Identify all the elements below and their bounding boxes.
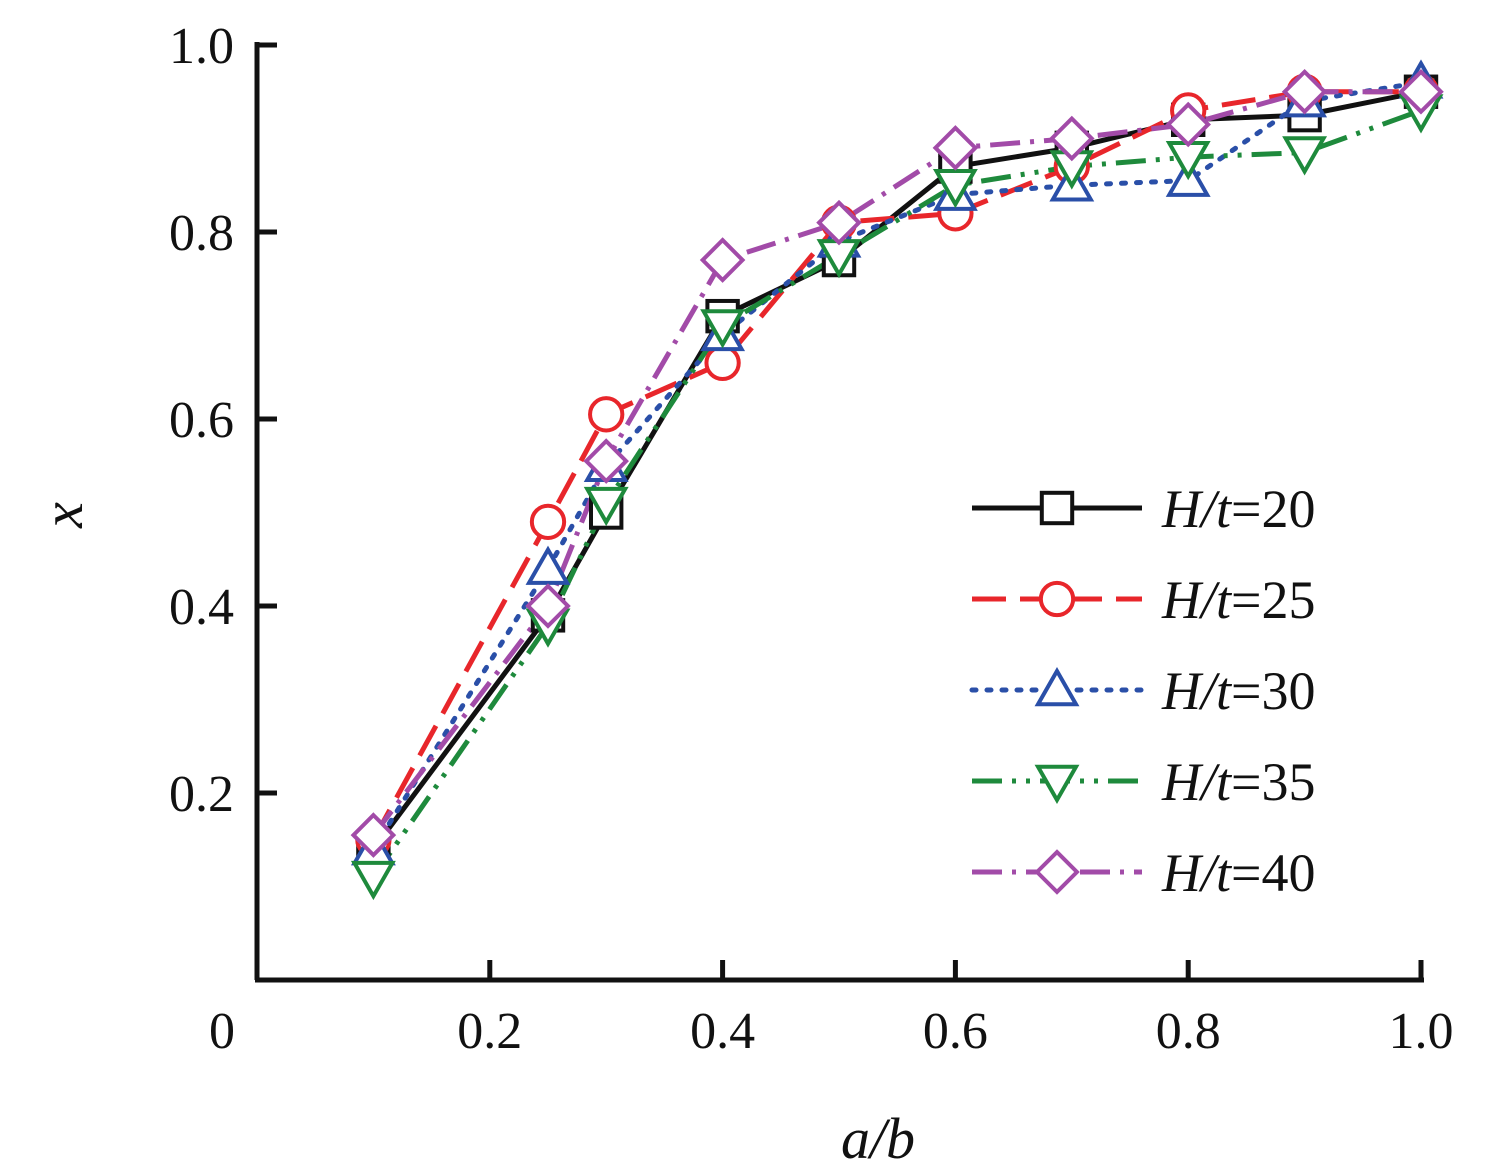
y-tick-label: 1.0	[169, 18, 234, 75]
y-tick-label: 0.6	[169, 392, 234, 449]
legend-marker	[1039, 490, 1075, 526]
series-markers-2	[355, 73, 1440, 858]
series-2	[371, 89, 1421, 841]
y-axis-title: x	[30, 502, 95, 529]
series-3	[370, 79, 1424, 852]
data-point	[525, 545, 571, 585]
data-point	[1165, 140, 1211, 181]
y-tick-label: 0.2	[169, 766, 234, 823]
x-tick-label: 0.2	[457, 1003, 522, 1060]
data-point	[932, 169, 978, 209]
series-line-1	[371, 89, 1422, 851]
x-tick-label: 1.0	[1389, 1003, 1454, 1060]
legend-marker	[1034, 666, 1080, 707]
y-ticks: 0.2 0.4 0.6 0.8 1.0	[169, 18, 277, 823]
data-point	[583, 438, 629, 484]
data-point	[699, 237, 746, 283]
y-tick-label: 0.4	[169, 579, 234, 636]
series-line-3	[370, 79, 1424, 852]
legend-label: H/t=35	[1161, 752, 1315, 812]
legend-item: H/t=20	[972, 479, 1315, 539]
data-point	[1049, 115, 1095, 162]
x-ticks: 0 0.2 0.4 0.6 0.8 1.0	[209, 960, 1454, 1060]
data-point	[1398, 68, 1444, 115]
data-point	[932, 125, 979, 171]
legend-label: H/t=30	[1161, 661, 1315, 721]
data-point	[350, 812, 397, 858]
data-point	[704, 344, 741, 382]
legend-label: H/t=25	[1161, 570, 1315, 630]
series-markers-5	[350, 68, 1444, 858]
x-tick-label: 0.4	[690, 1003, 755, 1060]
legend-item: H/t=30	[969, 661, 1315, 721]
legend: H/t=20 H/t=25 H/t=30 H/t=35 H/t=40	[969, 479, 1315, 903]
legend-item: H/t=40	[972, 843, 1315, 903]
legend-marker	[1034, 849, 1080, 895]
data-point	[350, 860, 396, 901]
data-point	[816, 199, 862, 246]
legend-label: H/t=40	[1161, 843, 1315, 903]
plot-series	[350, 59, 1444, 901]
series-1	[371, 89, 1422, 851]
legend-marker	[1034, 764, 1080, 805]
data-point	[529, 503, 567, 540]
x-tick-label: 0.6	[923, 1003, 988, 1060]
legend-marker	[1038, 580, 1076, 618]
legend-item: H/t=25	[972, 570, 1315, 630]
x-tick-label: 0.8	[1156, 1003, 1221, 1060]
data-point	[588, 396, 625, 433]
series-5	[371, 89, 1421, 837]
series-line-5	[371, 89, 1421, 837]
series-markers-1	[356, 74, 1439, 867]
legend-label: H/t=20	[1161, 479, 1315, 539]
axes: 0 0.2 0.4 0.6 0.8 1.0 0.2 0.4 0.6 0.8 1.0	[169, 18, 1454, 1060]
x-axis-title: a/b	[841, 1106, 915, 1169]
data-point	[700, 309, 746, 349]
data-point	[1282, 136, 1328, 176]
data-point	[1281, 68, 1328, 115]
x-tick-label: 0	[209, 1003, 235, 1060]
data-point	[525, 583, 571, 629]
legend-item: H/t=35	[972, 752, 1315, 812]
series-line-4	[371, 108, 1422, 879]
data-point	[1165, 101, 1211, 148]
data-point	[583, 486, 629, 527]
y-tick-label: 0.8	[169, 205, 234, 262]
series-line-2	[371, 89, 1421, 841]
series-4	[371, 108, 1422, 879]
